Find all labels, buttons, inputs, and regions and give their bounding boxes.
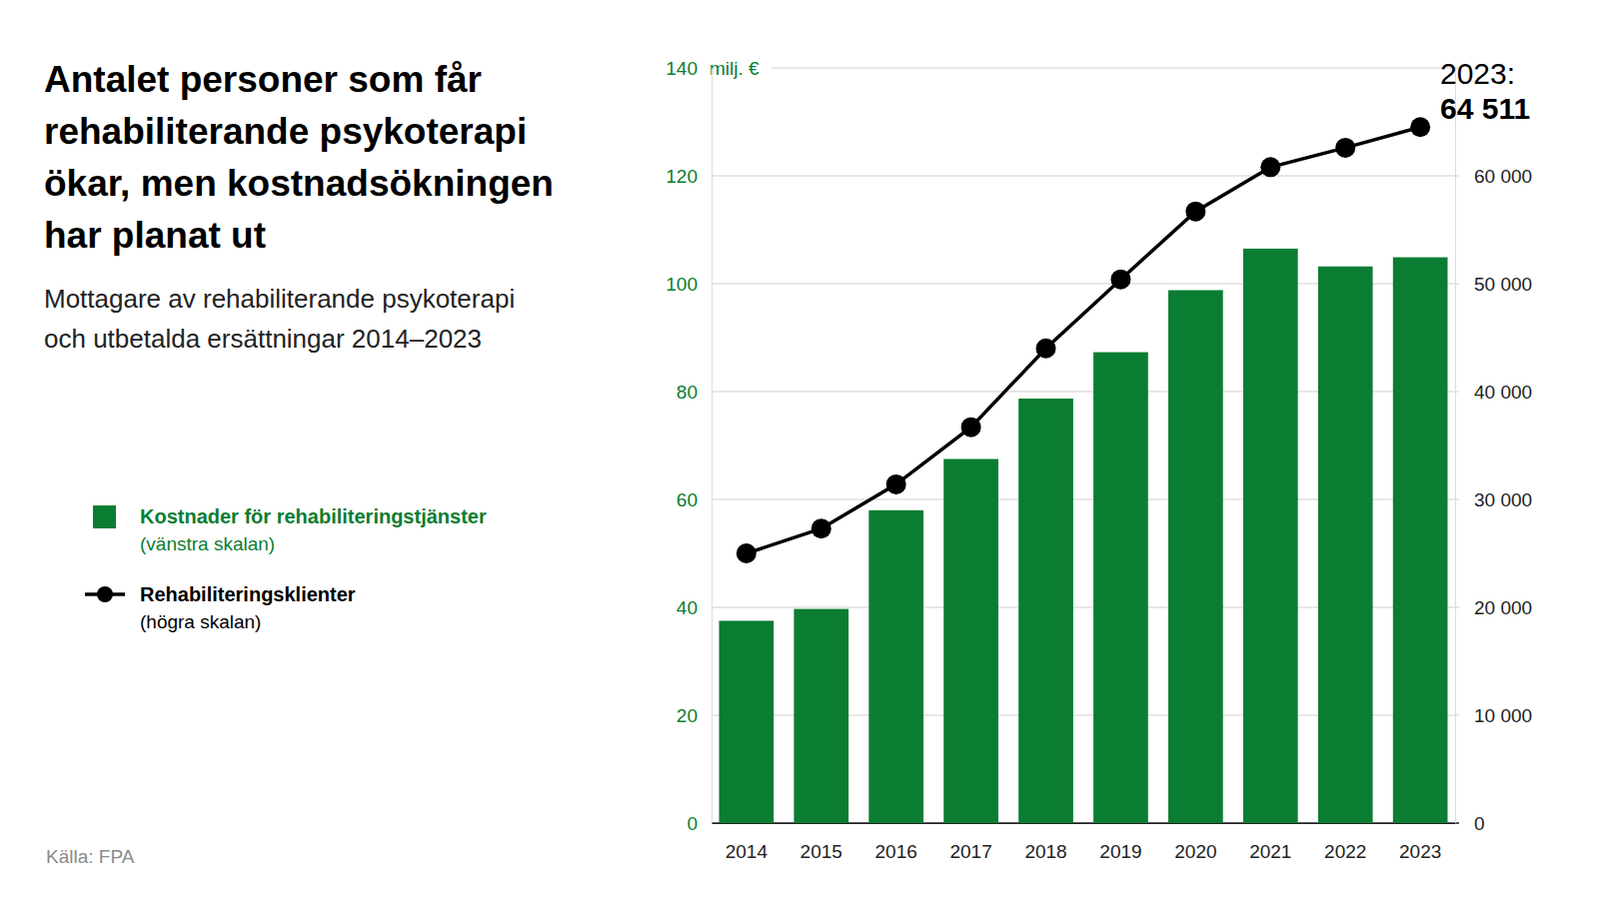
- legend-swatch: [92, 505, 116, 529]
- tick-label: 2016: [875, 841, 918, 863]
- line: [746, 126, 1421, 554]
- tick: 80: [676, 381, 712, 403]
- tick: 100: [665, 273, 712, 295]
- tick-label: 2018: [1024, 841, 1067, 863]
- axis-line: [711, 68, 713, 825]
- tick-label: 2014: [725, 841, 769, 863]
- tick: 0: [1455, 813, 1486, 835]
- chart: Antalet personer som fårrehabiliterande …: [0, 0, 1600, 899]
- bar: [1168, 289, 1224, 824]
- bar: [1318, 266, 1374, 824]
- bar: [1243, 248, 1299, 824]
- marker: [1036, 338, 1057, 359]
- tick: 2023: [1399, 823, 1442, 863]
- annotation: 2023:: [1440, 56, 1516, 90]
- tick-label: 2021: [1249, 841, 1292, 863]
- marker: [961, 417, 982, 438]
- tick-label: 0: [686, 813, 698, 835]
- bar: [718, 621, 774, 825]
- tick: 40 000: [1455, 381, 1533, 403]
- tick-label: 120: [665, 165, 698, 187]
- tick: 140: [665, 57, 712, 79]
- x-axis: 2014 2015 2016 2017 2018 2019 2020 2021 2022 2023: [712, 823, 1457, 863]
- tick-label: 20: [676, 705, 698, 727]
- tick: 2016: [875, 823, 918, 863]
- bar: [793, 609, 849, 824]
- bar: [1093, 352, 1149, 824]
- legend-item: Rehabiliteringsklienter (högra skalan): [84, 583, 356, 633]
- bar: [868, 510, 924, 824]
- tick: 40: [676, 597, 712, 619]
- marker: [736, 543, 757, 564]
- tick-label: 0: [1474, 813, 1486, 835]
- marker: [1185, 201, 1206, 222]
- legend-label: Rehabiliteringsklienter: [139, 583, 356, 606]
- subtitle: Mottagare av rehabiliterande psykoterapi…: [43, 283, 515, 354]
- tick-label: 40 000: [1474, 381, 1533, 403]
- tick-label: 50 000: [1474, 273, 1533, 295]
- axis-line: [1455, 68, 1457, 825]
- axis-line: [712, 823, 1457, 825]
- tick: 0: [686, 813, 712, 835]
- tick-label: 2019: [1099, 841, 1142, 863]
- marker: [1260, 156, 1281, 177]
- legend-note: (högra skalan): [139, 611, 261, 633]
- tick: 2022: [1324, 823, 1367, 863]
- tick-label: 60: [676, 489, 698, 511]
- tick: 120: [665, 165, 712, 187]
- annotation: 64 511: [1440, 91, 1531, 125]
- tick-label: 40: [676, 597, 698, 619]
- tick: 2021: [1249, 823, 1292, 863]
- y-axis-title: milj. €: [709, 57, 760, 79]
- tick: 50 000: [1455, 273, 1533, 295]
- tick-label: 2023: [1399, 841, 1442, 863]
- tick-label: 30 000: [1474, 489, 1533, 511]
- tick-label: 2015: [800, 841, 843, 863]
- tick: 2020: [1174, 823, 1217, 863]
- tick: 30 000: [1455, 489, 1533, 511]
- legend-swatch: [96, 586, 113, 603]
- tick: 60 000: [1455, 165, 1533, 187]
- tick: 2018: [1024, 823, 1067, 863]
- tick: 10 000: [1455, 705, 1533, 727]
- tick-label: 80: [676, 381, 698, 403]
- tick: 20: [676, 705, 712, 727]
- tick: 2019: [1099, 823, 1142, 863]
- bar: [1393, 257, 1449, 824]
- tick-label: 2022: [1324, 841, 1367, 863]
- plot-area: [718, 116, 1448, 824]
- bar: [1018, 398, 1074, 824]
- y2-axis: 0 10 000 20 000 30 000 40 000 50 000 60 000: [1455, 68, 1533, 835]
- legend-item: Kostnader för rehabiliteringstjänster (vä…: [92, 505, 487, 555]
- tick-label: 2017: [949, 841, 992, 863]
- tick: 2017: [949, 823, 992, 863]
- marker: [811, 518, 832, 539]
- tick: 2014: [725, 823, 769, 863]
- tick: 60: [676, 489, 712, 511]
- grid: [711, 67, 1460, 824]
- source: Källa: FPA: [45, 846, 135, 868]
- tick-label: 10 000: [1474, 705, 1533, 727]
- marker: [1410, 116, 1431, 137]
- legend-note: (vänstra skalan): [139, 533, 275, 555]
- legend: Kostnader för rehabiliteringstjänster (vä…: [84, 505, 487, 633]
- marker: [1335, 137, 1356, 158]
- tick-label: 2020: [1174, 841, 1217, 863]
- tick-label: 20 000: [1474, 597, 1533, 619]
- title: Antalet personer som fårrehabiliterande …: [43, 58, 554, 256]
- y-axis: 0 20 40 60 80 100 120 140: [665, 57, 712, 835]
- tick-label: 140: [665, 57, 698, 79]
- tick-label: 60 000: [1474, 165, 1533, 187]
- tick: 20 000: [1455, 597, 1533, 619]
- grid-line: [711, 175, 1460, 177]
- marker: [886, 474, 907, 495]
- legend-label: Kostnader för rehabiliteringstjänster: [139, 505, 487, 528]
- bar: [943, 459, 999, 825]
- marker: [1110, 269, 1131, 290]
- tick-label: 100: [665, 273, 698, 295]
- tick: 2015: [800, 823, 843, 863]
- grid-line: [771, 67, 1460, 69]
